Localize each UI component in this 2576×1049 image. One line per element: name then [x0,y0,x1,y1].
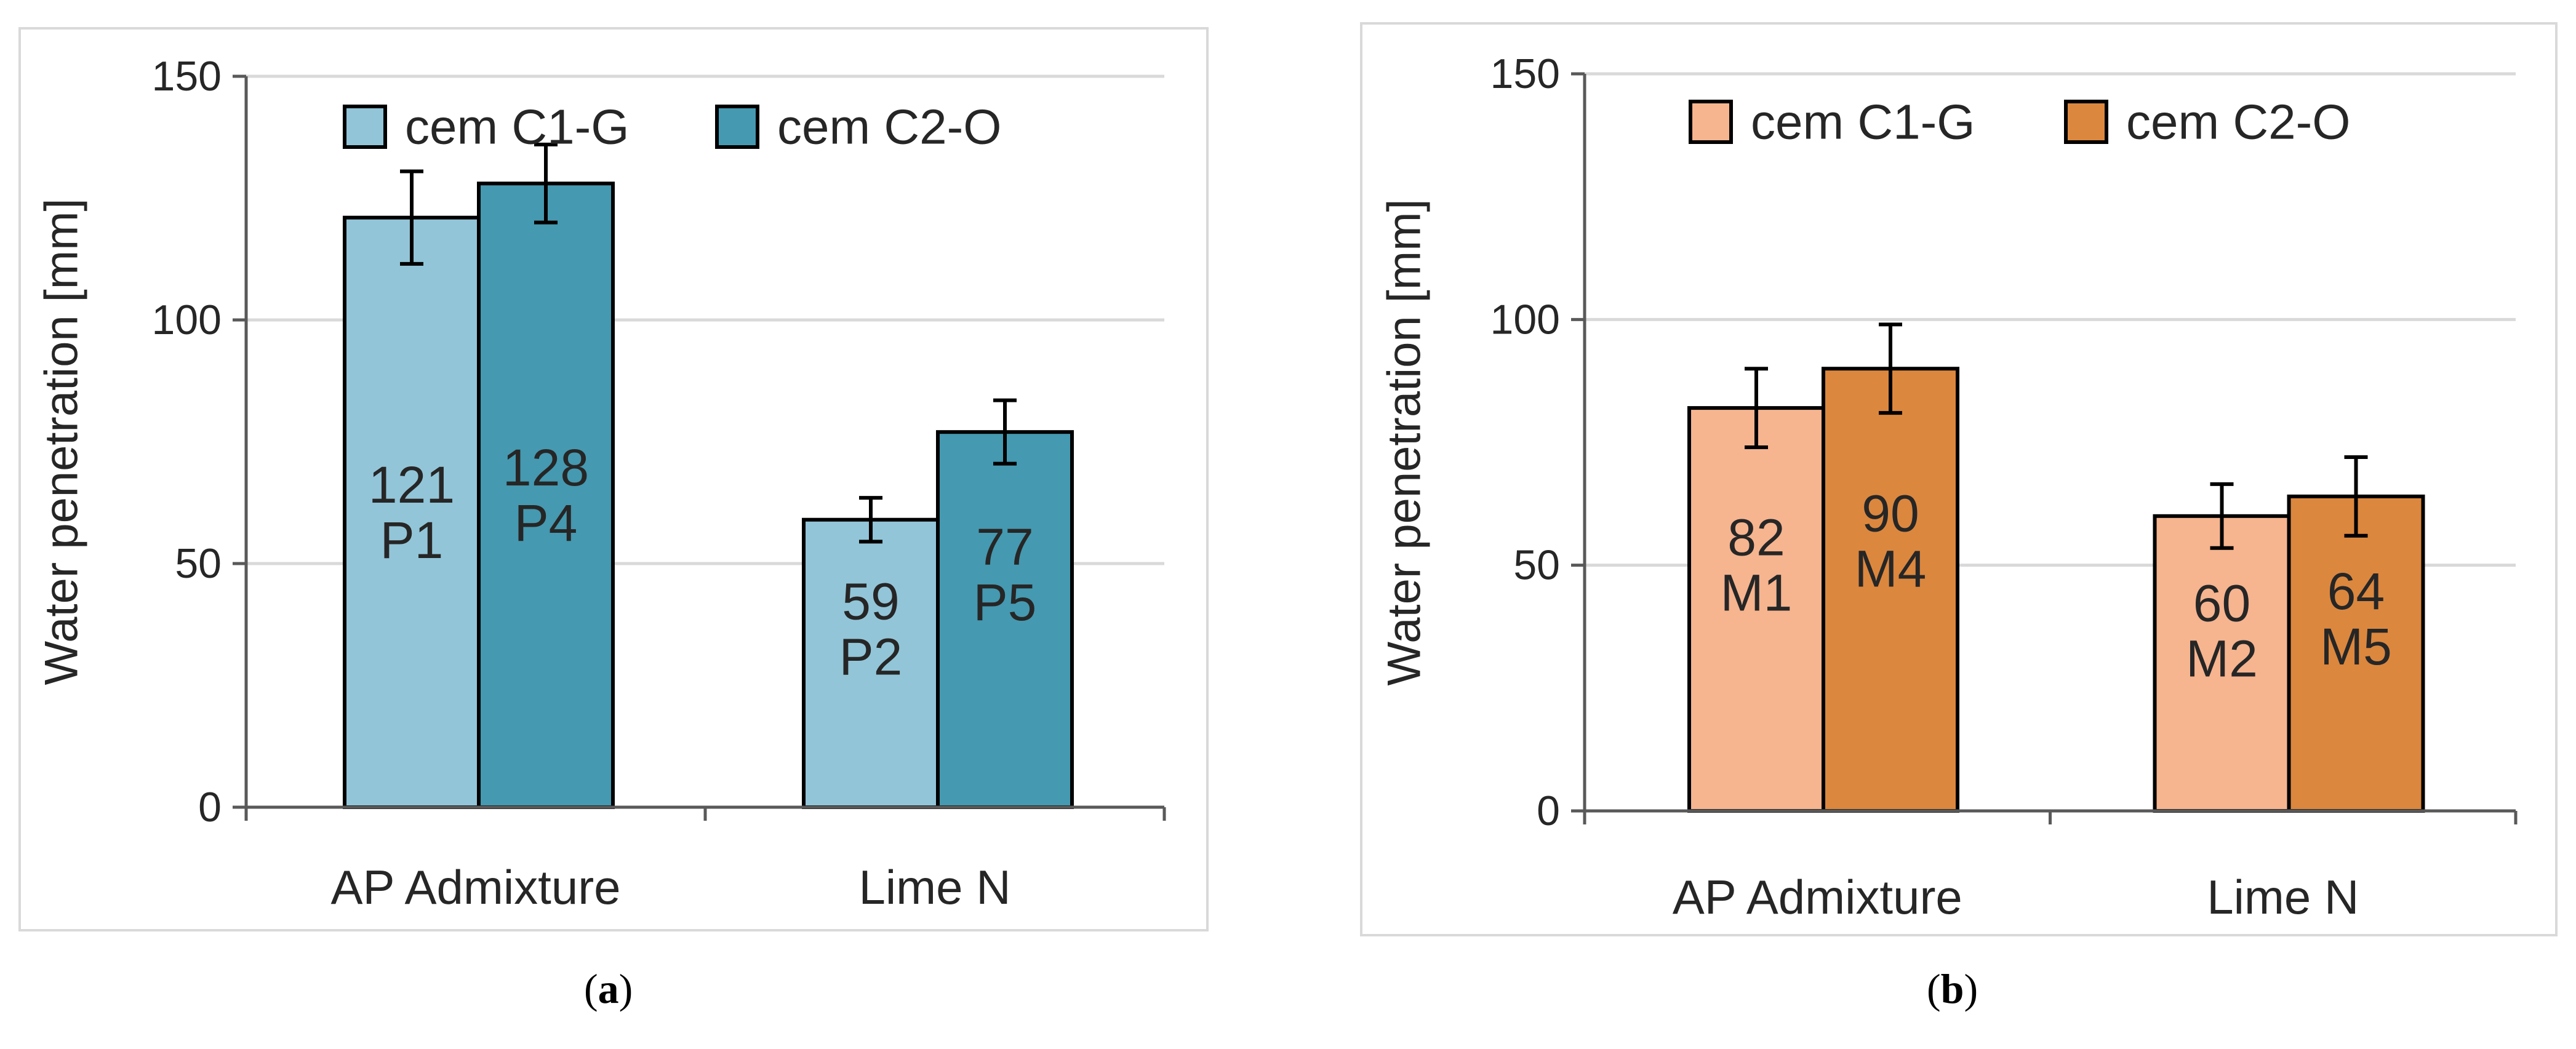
x-category-label: Lime N [2207,870,2359,924]
y-tick-label: 0 [198,784,222,831]
caption-open-paren: ( [1927,965,1941,1012]
legend-label: cem C1-G [405,100,630,154]
bar [936,430,1074,809]
y-tick-label: 50 [175,540,222,587]
x-category-label: Lime N [858,860,1010,914]
data-label-value: 128 [503,439,589,497]
y-tick-label: 100 [1490,296,1560,343]
data-label-sample: P1 [380,511,444,569]
legend-label: cem C2-O [777,100,1002,154]
data-label-value: 60 [2193,575,2250,632]
y-axis-title: Water penetration [mm] [1378,199,1431,685]
bar [477,181,615,810]
legend-label: cem C2-O [2126,95,2351,150]
bar [2287,494,2425,813]
y-tick-label: 100 [152,297,222,343]
panel-caption-a: (a) [584,965,633,1013]
caption-close-paren: ) [1964,965,1978,1012]
x-category-label: AP Admixture [330,860,620,914]
caption-label: a [598,965,619,1012]
y-axis-title: Water penetration [mm] [36,198,88,685]
data-label-sample: P5 [974,573,1037,631]
legend-swatch [1689,100,1733,144]
y-tick-label: 0 [1537,788,1560,834]
y-tick-label: 50 [1513,542,1560,589]
legend-swatch [343,105,387,149]
data-label-value: 77 [976,518,1033,576]
data-label-sample: M2 [2186,630,2258,688]
caption-open-paren: ( [584,965,598,1012]
data-label-value: 59 [842,572,899,630]
data-label-sample: P4 [514,494,578,552]
data-label-value: 82 [1727,509,1785,567]
legend-swatch [715,105,759,149]
caption-close-paren: ) [618,965,633,1012]
y-tick-label: 150 [152,53,222,100]
data-label-value: 121 [369,456,455,514]
legend-swatch [2064,100,2108,144]
bar [1687,406,1825,813]
bar [802,517,940,809]
data-label-sample: P2 [839,628,903,685]
y-tick-label: 150 [1490,50,1560,97]
bar [343,215,481,809]
data-label-value: 90 [1862,485,1919,543]
data-label-value: 64 [2327,562,2385,620]
x-category-label: AP Admixture [1673,870,1962,924]
data-label-sample: M5 [2320,618,2392,676]
bar [2153,514,2291,813]
data-label-sample: M4 [1855,540,1927,598]
legend-label: cem C1-G [1751,95,1975,150]
data-label-sample: M1 [1721,564,1793,622]
caption-label: b [1940,965,1964,1012]
panel-caption-b: (b) [1927,965,1978,1013]
